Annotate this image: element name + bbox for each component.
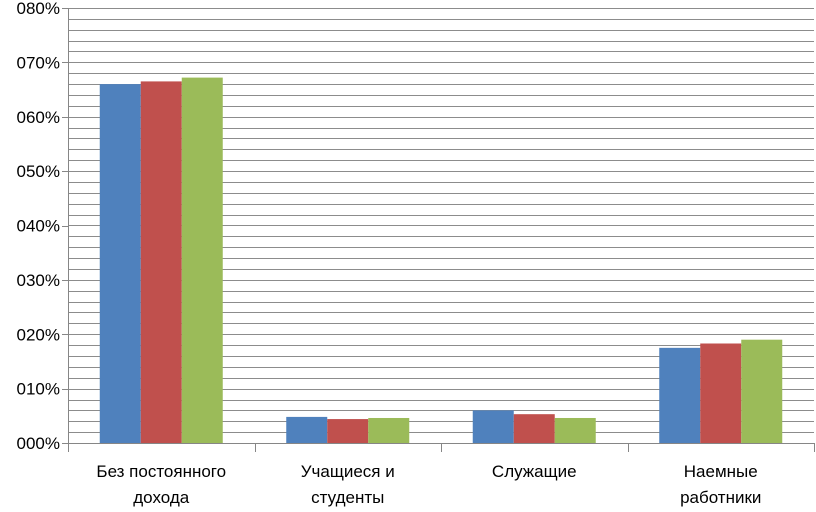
x-category-label: Учащиеся и [301,462,395,481]
y-tick-label: 060% [17,108,60,127]
y-tick-label: 080% [17,0,60,18]
bar [741,339,783,443]
y-tick-label: 030% [17,271,60,290]
bar [554,417,596,443]
y-tick-label: 020% [17,325,60,344]
y-tick-label: 000% [17,434,60,453]
bar [513,414,555,443]
axes [62,8,815,452]
bar [99,84,141,443]
bar [700,343,742,443]
bar [659,347,701,443]
x-category-label: студенты [311,488,384,507]
bar [140,81,182,443]
y-tick-label: 040% [17,217,60,236]
x-category-label: Наемные [684,462,758,481]
x-category-labels: Без постоянного дохода Учащиеся и студенты С… [96,462,761,507]
y-tick-labels: 000% 010% 020% 030% 040% 050% 060% 070% 080% [17,0,60,453]
bar [181,77,223,443]
x-category-label: работники [680,488,761,507]
bar [368,417,410,443]
y-tick-label: 010% [17,380,60,399]
bar [472,410,514,443]
x-category-label: Служащие [492,462,577,481]
x-category-label: дохода [133,488,189,507]
y-tick-label: 050% [17,162,60,181]
bars [99,77,783,443]
bar [286,416,328,443]
bar [327,419,369,443]
y-tick-label: 070% [17,53,60,72]
x-category-label: Без постоянного [96,462,226,481]
